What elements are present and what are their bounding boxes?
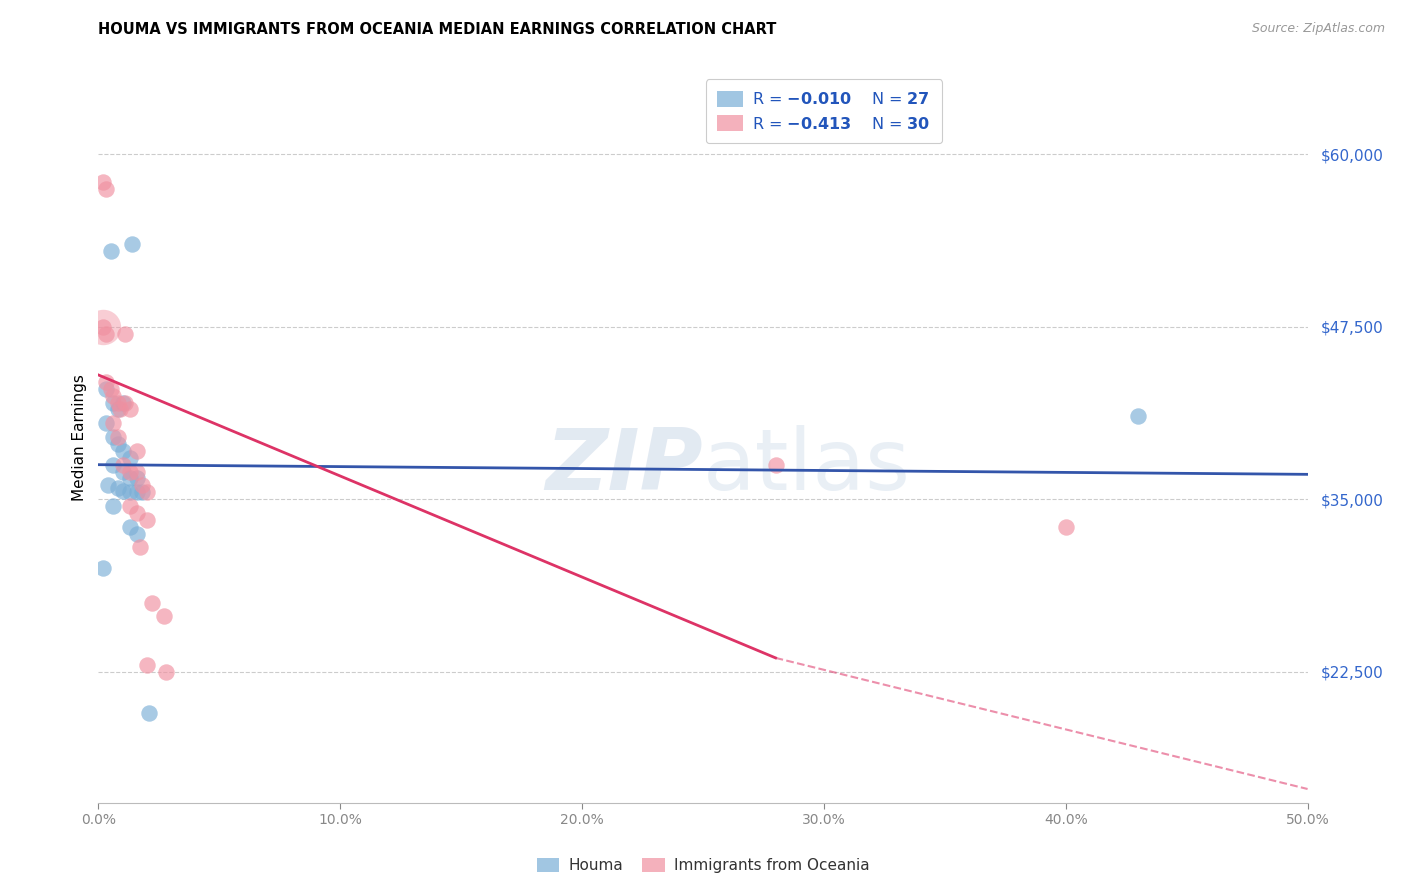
Point (91, 319, 114, 334)
Point (127, 443, 149, 458)
Point (141, 596, 163, 610)
Point (127, 526, 149, 541)
Point (101, 499, 124, 513)
Point (97, 478, 120, 492)
Point (131, 485, 153, 500)
Point (101, 430, 124, 444)
Text: atlas: atlas (703, 425, 911, 508)
Y-axis label: Median Earnings: Median Earnings (72, 374, 87, 500)
Point (94, 375, 117, 389)
Point (100, 382, 122, 396)
Point (101, 417, 124, 431)
Point (118, 402, 141, 417)
Point (114, 395, 136, 409)
Point (101, 389, 124, 403)
Text: Source: ZipAtlas.com: Source: ZipAtlas.com (1251, 22, 1385, 36)
Point (107, 437, 129, 451)
Point (94, 182, 117, 196)
Point (135, 657, 157, 672)
Point (135, 513, 157, 527)
Point (107, 430, 129, 444)
Point (765, 458, 787, 472)
Point (91, 175, 114, 189)
Point (94, 382, 117, 396)
Point (101, 395, 124, 409)
Point (94, 417, 117, 431)
Point (108, 402, 131, 417)
Point (155, 665, 177, 679)
Point (91, 319, 114, 334)
Point (1128, 409, 1150, 424)
Point (94, 326, 117, 341)
Point (135, 485, 157, 500)
Text: ZIP: ZIP (546, 425, 703, 508)
Point (118, 465, 141, 479)
Point (138, 706, 160, 720)
Point (111, 443, 134, 458)
Point (118, 499, 141, 513)
Text: HOUMA VS IMMIGRANTS FROM OCEANIA MEDIAN EARNINGS CORRELATION CHART: HOUMA VS IMMIGRANTS FROM OCEANIA MEDIAN … (98, 22, 776, 37)
Point (111, 458, 134, 472)
Point (118, 485, 141, 500)
Point (111, 395, 134, 409)
Point (111, 465, 134, 479)
Point (1054, 520, 1077, 534)
Point (121, 236, 143, 251)
Point (101, 458, 124, 472)
Point (152, 609, 174, 624)
Point (107, 402, 129, 417)
Legend: Houma, Immigrants from Oceania: Houma, Immigrants from Oceania (530, 852, 876, 880)
Point (131, 478, 153, 492)
Point (111, 483, 134, 498)
Point (128, 541, 150, 555)
Point (107, 481, 129, 495)
Point (118, 471, 141, 485)
Point (127, 465, 149, 479)
Point (118, 520, 141, 534)
Point (91, 561, 114, 575)
Point (127, 471, 149, 485)
Point (127, 485, 149, 500)
Point (107, 395, 129, 409)
Point (127, 506, 149, 520)
Point (118, 450, 141, 465)
Point (114, 326, 136, 341)
Point (100, 244, 122, 258)
